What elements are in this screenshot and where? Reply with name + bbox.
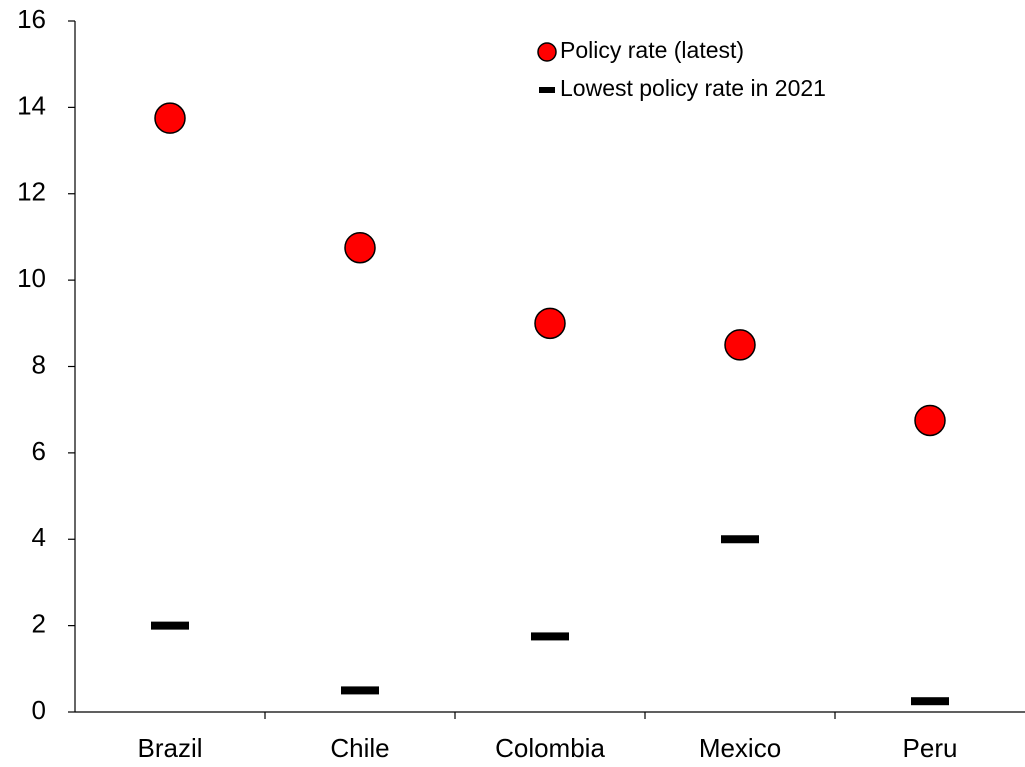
x-tick-label: Colombia	[495, 733, 605, 763]
y-tick-label: 14	[17, 90, 46, 120]
legend-label: Policy rate (latest)	[560, 37, 744, 63]
legend-swatch	[539, 87, 555, 93]
y-tick-label: 2	[32, 609, 46, 639]
dot	[914, 404, 946, 437]
dot	[344, 231, 376, 264]
dash	[341, 686, 379, 695]
y-tick-label: 8	[32, 349, 46, 379]
dot	[724, 329, 756, 361]
legend-swatch	[537, 42, 557, 62]
y-tick-label: 16	[17, 4, 46, 34]
legend: Policy rate (latest) Lowest policy rate i…	[537, 37, 826, 101]
x-tick-label: Mexico	[699, 733, 781, 763]
dash	[151, 621, 189, 630]
dot	[154, 102, 186, 134]
dash	[911, 697, 949, 706]
y-tick-label: 6	[32, 436, 46, 466]
legend-label: Lowest policy rate in 2021	[560, 75, 826, 101]
y-tick-label: 12	[17, 177, 46, 207]
x-tick-label: Brazil	[137, 733, 202, 763]
x-tick-label: Chile	[330, 733, 389, 763]
dot	[534, 307, 566, 340]
y-tick-label: 4	[32, 522, 46, 552]
dash	[721, 535, 759, 544]
y-tick-label: 10	[17, 263, 46, 293]
x-tick-label: Peru	[903, 733, 958, 763]
y-tick-label: 0	[32, 695, 46, 725]
dash	[531, 632, 569, 641]
